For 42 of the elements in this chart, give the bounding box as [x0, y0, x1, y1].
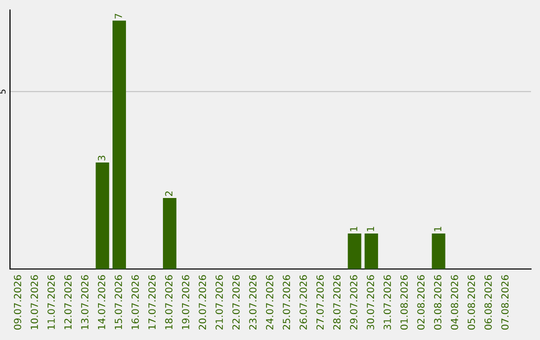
x-tick-label: 30.07.2026	[366, 275, 374, 330]
x-tick-label: 11.07.2026	[47, 275, 55, 330]
x-tick-label: 24.07.2026	[266, 275, 274, 330]
x-tick-label: 27.07.2026	[316, 275, 324, 330]
x-tick-label: 17.07.2026	[148, 275, 156, 330]
x-tick-label: 02.08.2026	[417, 275, 425, 330]
x-tick-label: 05.08.2026	[468, 275, 475, 330]
x-tick-label: 01.08.2026	[400, 275, 408, 330]
x-tick-label: 23.07.2026	[249, 275, 257, 330]
x-tick-label: 26.07.2026	[300, 275, 307, 330]
data-label: 1	[434, 226, 442, 232]
x-tick-label: 25.07.2026	[282, 275, 290, 330]
bar	[364, 234, 378, 269]
bar	[96, 162, 110, 269]
x-tick-label: 20.07.2026	[198, 275, 206, 330]
x-tick-label: 28.07.2026	[333, 275, 341, 330]
data-label: 3	[98, 156, 106, 160]
bar	[348, 234, 362, 269]
x-tick-label: 10.07.2026	[30, 275, 38, 330]
x-tick-label: 18.07.2026	[165, 275, 172, 330]
x-tick-label: 04.08.2026	[450, 275, 458, 330]
x-tick-label: 31.07.2026	[384, 275, 391, 330]
bar	[162, 198, 176, 269]
x-tick-label: 29.07.2026	[350, 275, 358, 330]
bar	[432, 234, 446, 269]
data-label: 7	[114, 14, 122, 18]
x-tick-label: 21.07.2026	[216, 275, 223, 330]
data-label: 1	[350, 226, 358, 232]
x-tick-label: 16.07.2026	[132, 275, 139, 330]
x-tick-label: 14.07.2026	[98, 275, 106, 330]
x-tick-label: 03.08.2026	[434, 275, 442, 330]
x-tick-label: 07.08.2026	[501, 275, 509, 330]
x-tick-label: 22.07.2026	[232, 275, 240, 330]
x-tick-label: 06.08.2026	[484, 275, 492, 330]
x-tick-label: 12.07.2026	[64, 275, 72, 330]
bar	[112, 20, 126, 269]
x-tick-label: 09.07.2026	[14, 275, 22, 330]
data-label: 1	[366, 226, 374, 232]
data-label: 2	[165, 191, 172, 196]
x-tick-label: 19.07.2026	[182, 275, 190, 330]
x-tick-label: 13.07.2026	[81, 275, 88, 330]
x-tick-label: 15.07.2026	[114, 275, 122, 330]
